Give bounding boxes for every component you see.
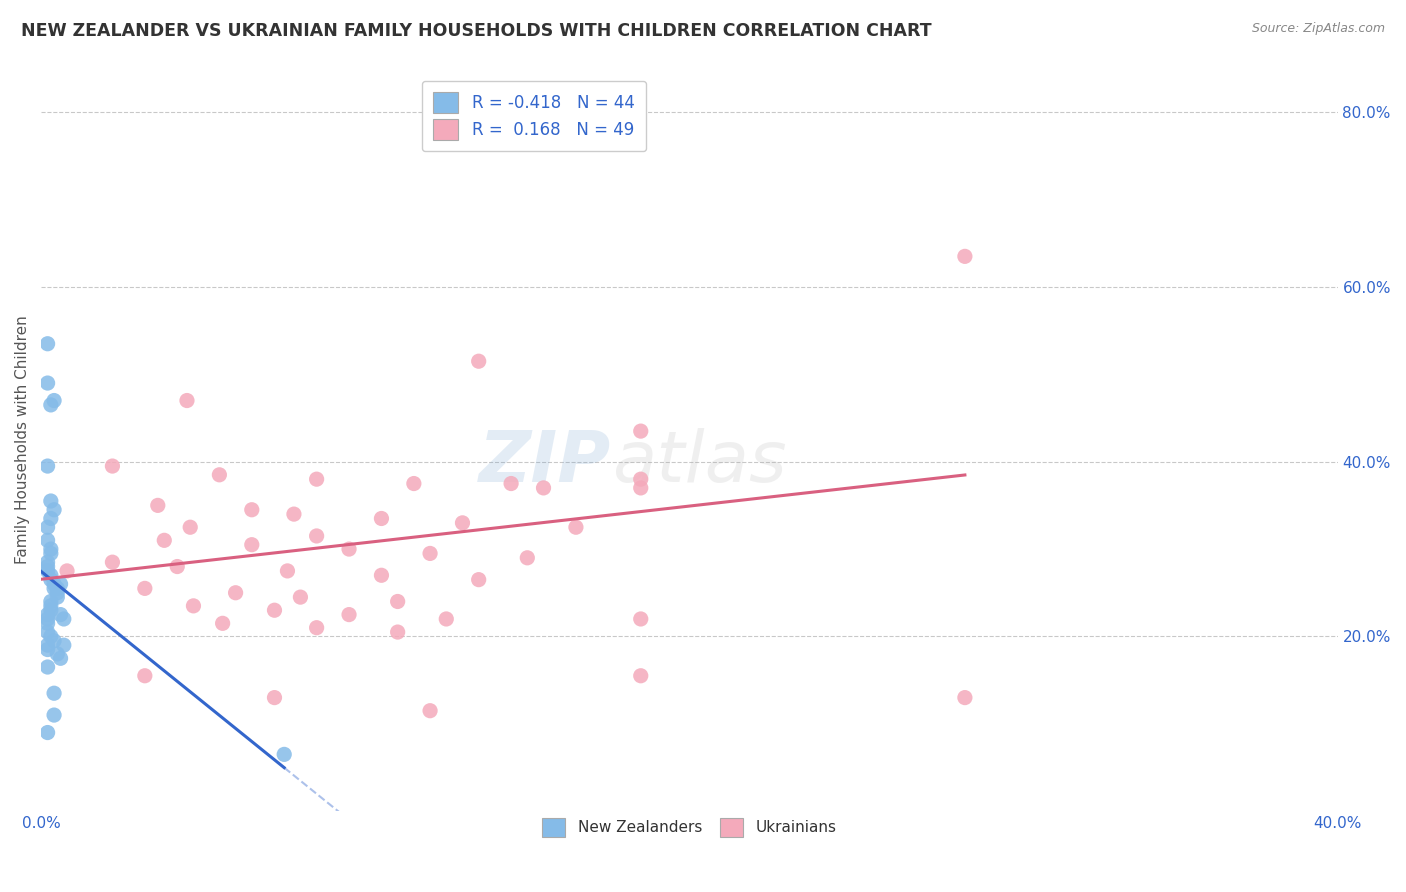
Point (467, 354, 489, 368)
Text: NEW ZEALANDER VS UKRAINIAN FAMILY HOUSEHOLDS WITH CHILDREN CORRELATION CHART: NEW ZEALANDER VS UKRAINIAN FAMILY HOUSEH… (21, 22, 932, 40)
Point (953, 690, 976, 705)
Point (305, 472, 328, 486)
Point (46, 582, 69, 596)
Point (49, 607, 72, 622)
Point (211, 616, 233, 631)
Point (337, 607, 360, 622)
Point (42, 502, 65, 516)
Point (953, 249, 976, 263)
Point (42, 686, 65, 700)
Point (37, 660, 59, 674)
Point (39, 599, 62, 613)
Point (225, 586, 247, 600)
Point (166, 559, 188, 574)
Point (630, 472, 652, 486)
Point (337, 542, 360, 557)
Point (39, 511, 62, 525)
Point (240, 502, 263, 516)
Point (37, 725, 59, 739)
Point (52, 612, 75, 626)
Point (419, 546, 441, 560)
Point (276, 564, 298, 578)
Point (370, 568, 392, 582)
Point (49, 577, 72, 591)
Point (39, 629, 62, 643)
Point (176, 393, 198, 408)
Point (565, 520, 588, 534)
Point (46, 586, 69, 600)
Point (467, 573, 489, 587)
Point (153, 533, 176, 548)
Text: ZIP: ZIP (479, 427, 612, 497)
Point (451, 516, 474, 530)
Point (42, 633, 65, 648)
Point (183, 599, 205, 613)
Point (240, 538, 263, 552)
Point (101, 555, 124, 569)
Point (56, 564, 79, 578)
Point (37, 458, 59, 473)
Point (533, 481, 555, 495)
Point (42, 582, 65, 596)
Point (37, 555, 59, 569)
Point (39, 573, 62, 587)
Point (263, 603, 285, 617)
Point (37, 638, 59, 652)
Point (387, 625, 409, 640)
Point (402, 476, 425, 491)
Point (101, 458, 124, 473)
Point (516, 550, 538, 565)
Legend: New Zealanders, Ukrainians: New Zealanders, Ukrainians (534, 811, 844, 845)
Point (290, 590, 312, 604)
Point (387, 594, 409, 608)
Text: Source: ZipAtlas.com: Source: ZipAtlas.com (1251, 22, 1385, 36)
Point (283, 507, 305, 521)
Point (39, 398, 62, 412)
Point (42, 393, 65, 408)
Point (630, 612, 652, 626)
Point (305, 621, 328, 635)
Point (52, 638, 75, 652)
Point (37, 520, 59, 534)
Point (39, 542, 62, 557)
Point (39, 594, 62, 608)
Point (434, 612, 457, 626)
Point (37, 564, 59, 578)
Point (419, 704, 441, 718)
Point (37, 559, 59, 574)
Point (39, 568, 62, 582)
Point (533, 110, 555, 124)
Point (37, 376, 59, 390)
Point (208, 467, 231, 482)
Point (146, 499, 169, 513)
Point (37, 336, 59, 351)
Point (37, 616, 59, 631)
Point (134, 669, 156, 683)
Point (273, 747, 295, 762)
Point (370, 511, 392, 525)
Point (37, 625, 59, 640)
Point (630, 669, 652, 683)
Point (49, 651, 72, 665)
Text: atlas: atlas (612, 427, 786, 497)
Point (134, 582, 156, 596)
Point (37, 612, 59, 626)
Point (179, 520, 201, 534)
Point (39, 603, 62, 617)
Point (39, 494, 62, 508)
Point (42, 577, 65, 591)
Point (501, 476, 523, 491)
Point (37, 642, 59, 657)
Point (630, 424, 652, 438)
Point (39, 546, 62, 560)
Point (37, 533, 59, 548)
Point (46, 647, 69, 661)
Point (42, 708, 65, 723)
Point (263, 690, 285, 705)
Point (305, 529, 328, 543)
Point (46, 590, 69, 604)
Point (630, 481, 652, 495)
Point (37, 607, 59, 622)
Y-axis label: Family Households with Children: Family Households with Children (15, 316, 30, 565)
